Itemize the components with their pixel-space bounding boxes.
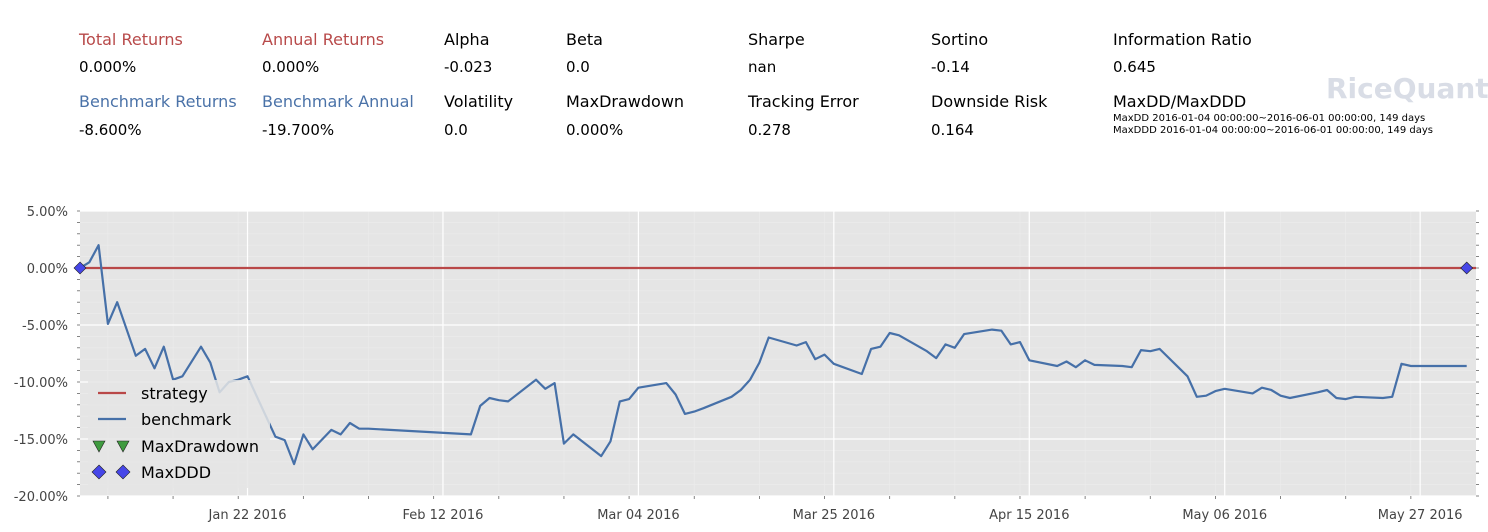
y-tick-label: 5.00% xyxy=(27,205,68,220)
metric-value-tracking-error: 0.278 xyxy=(748,121,791,139)
maxddd-marker xyxy=(1460,261,1474,275)
maxdd-detail: MaxDD 2016-01-04 00:00:00~2016-06-01 00:… xyxy=(1113,113,1426,124)
metric-label-maxdd-maxddd: MaxDD/MaxDDD xyxy=(1113,92,1247,111)
legend-label-strategy: strategy xyxy=(141,384,208,403)
metric-value-downside-risk: 0.164 xyxy=(931,121,974,139)
metric-value-annual-returns: 0.000% xyxy=(262,58,320,76)
metric-value-volatility: 0.0 xyxy=(444,121,468,139)
x-tick-label: Mar 25 2016 xyxy=(793,508,875,523)
legend-swatch-maxddd xyxy=(115,464,131,480)
metric-value-total-returns: 0.000% xyxy=(79,58,137,76)
x-tick-label: May 06 2016 xyxy=(1182,508,1267,523)
legend-swatch-maxdrawdown xyxy=(116,440,130,453)
metric-value-sharpe: nan xyxy=(748,58,777,76)
metric-value-beta: 0.0 xyxy=(566,58,590,76)
legend-label-maxddd: MaxDDD xyxy=(141,463,211,482)
maxddd-marker xyxy=(73,261,87,275)
metric-label-sortino: Sortino xyxy=(931,30,989,49)
legend-swatch-maxdrawdown xyxy=(92,440,106,453)
y-tick-label: 0.00% xyxy=(27,262,68,277)
x-tick-label: Apr 15 2016 xyxy=(989,508,1069,523)
metric-label-information-ratio: Information Ratio xyxy=(1113,30,1252,49)
legend-label-benchmark: benchmark xyxy=(141,410,232,429)
x-tick-label: Mar 04 2016 xyxy=(597,508,679,523)
metric-value-sortino: -0.14 xyxy=(931,58,970,76)
y-tick-label: -15.00% xyxy=(14,433,68,448)
metric-label-sharpe: Sharpe xyxy=(748,30,805,49)
metric-label-downside-risk: Downside Risk xyxy=(931,92,1048,111)
y-tick-label: -10.00% xyxy=(14,376,68,391)
legend-label-maxdrawdown: MaxDrawdown xyxy=(141,437,259,456)
metric-label-alpha: Alpha xyxy=(444,30,490,49)
metric-value-information-ratio: 0.645 xyxy=(1113,58,1156,76)
y-tick-label: -20.00% xyxy=(14,490,68,505)
metric-label-benchmark-returns: Benchmark Returns xyxy=(79,92,237,111)
series-line-benchmark xyxy=(79,244,1467,466)
metric-value-benchmark-annual: -19.700% xyxy=(262,121,335,139)
metric-label-benchmark-annual: Benchmark Annual xyxy=(262,92,414,111)
x-tick-label: Feb 12 2016 xyxy=(402,508,483,523)
maxddd-detail: MaxDDD 2016-01-04 00:00:00~2016-06-01 00… xyxy=(1113,125,1433,136)
metric-label-volatility: Volatility xyxy=(444,92,514,111)
metric-value-maxdrawdown: 0.000% xyxy=(566,121,624,139)
metric-value-benchmark-returns: -8.600% xyxy=(79,121,142,139)
legend-swatch-maxddd xyxy=(91,464,107,480)
x-tick-label: May 27 2016 xyxy=(1378,508,1463,523)
metric-label-beta: Beta xyxy=(566,30,603,49)
metric-label-total-returns: Total Returns xyxy=(79,30,183,49)
metric-label-tracking-error: Tracking Error xyxy=(748,92,859,111)
metric-label-maxdrawdown: MaxDrawdown xyxy=(566,92,685,111)
x-tick-label: Jan 22 2016 xyxy=(208,508,287,523)
y-tick-label: -5.00% xyxy=(22,319,68,334)
metric-label-annual-returns: Annual Returns xyxy=(262,30,385,49)
metric-value-alpha: -0.023 xyxy=(444,58,493,76)
ricequant-logo: RiceQuant xyxy=(1326,72,1488,105)
